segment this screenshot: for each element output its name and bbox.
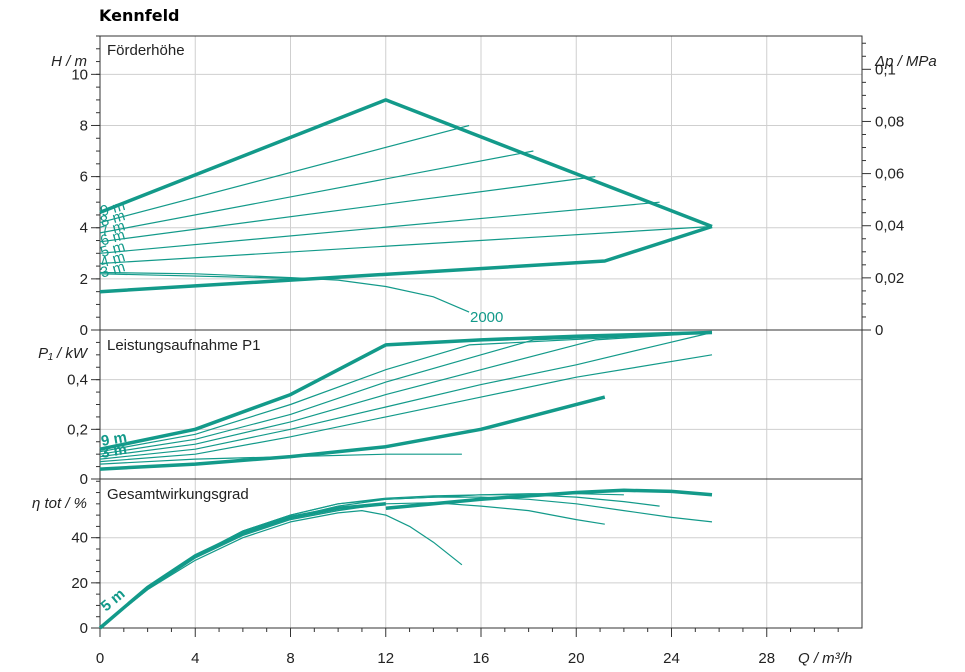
y-right-tick-label: 0 [875,322,883,339]
y-tick-label: 0,4 [67,372,88,389]
y-tick-label: 0 [80,471,88,488]
chart-title: Kennfeld [99,6,180,25]
power-curve-6m [99,331,713,458]
power-curve-max [99,330,713,451]
x-tick-label: 8 [286,650,294,667]
head-curve-8m [99,124,470,224]
y-tick-label: 0 [80,322,88,339]
y-tick-label: 10 [71,66,88,83]
head-curve-6m [99,176,596,243]
panel-title-efficiency: Gesamtwirkungsgrad [107,486,249,503]
y-right-tick-label: 0,02 [875,270,904,287]
y-tick-label: 0 [80,620,88,637]
y-axis-label-head: H / m [51,53,87,70]
power-curve-label: 9 m [100,429,128,450]
y-tick-label: 4 [80,220,88,237]
head-curve-label: 8 m [98,207,127,230]
efficiency-curve-5m [99,502,605,629]
head-curve-max [99,98,713,229]
y-tick-label: 8 [80,117,88,134]
head-curve-7m [99,150,534,234]
head-curve-label: 6 m [98,226,127,249]
head-curve-3m [99,273,315,280]
efficiency-curve-max-b [385,488,713,511]
y-tick-label: 40 [71,530,88,547]
head-curve-label: 3 m [98,258,127,281]
power-curve-min [99,395,606,471]
y-right-tick-label: 0,04 [875,218,904,235]
head-curve-label: 5 m [98,238,127,261]
power-curve-5m [99,331,713,460]
efficiency-curve-max [98,502,386,630]
x-tick-label: 4 [191,650,199,667]
x-axis-label: Q / m³/h [798,650,852,667]
power-curve-7m [99,331,713,455]
head-curve-label: 7 m [98,217,127,240]
efficiency-curve-6m [99,496,713,629]
x-tick-label: 20 [568,650,585,667]
x-tick-label: 12 [377,650,394,667]
x-tick-label: 0 [96,650,104,667]
head-curve-2000 [99,271,470,313]
x-tick-label: 24 [663,650,680,667]
head-curve-5m [99,201,660,254]
x-tick-label: 28 [758,650,775,667]
head-curve-label: 9 m [98,197,127,220]
y-right-tick-label: 0,08 [875,113,904,130]
panel-title-power: Leistungsaufnahme P1 [107,337,260,354]
power-curve-8m [99,331,713,453]
y-tick-label: 0,2 [67,421,88,438]
y-tick-label: 6 [80,169,88,186]
head-curve-min [99,224,713,294]
y-right-tick-label: 0,06 [875,166,904,183]
head-curve-label: 4 m [98,248,127,271]
power-curve-label: 3 m [100,441,128,462]
y-axis-label-power: P₁ / kW [38,345,89,362]
y-axis-label-pressure: Δp / MPa [874,53,937,70]
head-curve-annotation: 2000 [470,309,503,326]
y-axis-label-efficiency: η tot / % [32,495,87,512]
head-curve-4m [99,225,713,265]
power-curve-4m [99,354,713,463]
panel-title-head: Förderhöhe [107,42,185,59]
y-tick-label: 2 [80,271,88,288]
efficiency-curve-3m [99,510,463,629]
y-tick-label: 20 [71,575,88,592]
efficiency-curve-label: 5 m [98,585,129,615]
x-tick-label: 16 [473,650,490,667]
y-right-tick-label: 0,1 [875,61,896,78]
